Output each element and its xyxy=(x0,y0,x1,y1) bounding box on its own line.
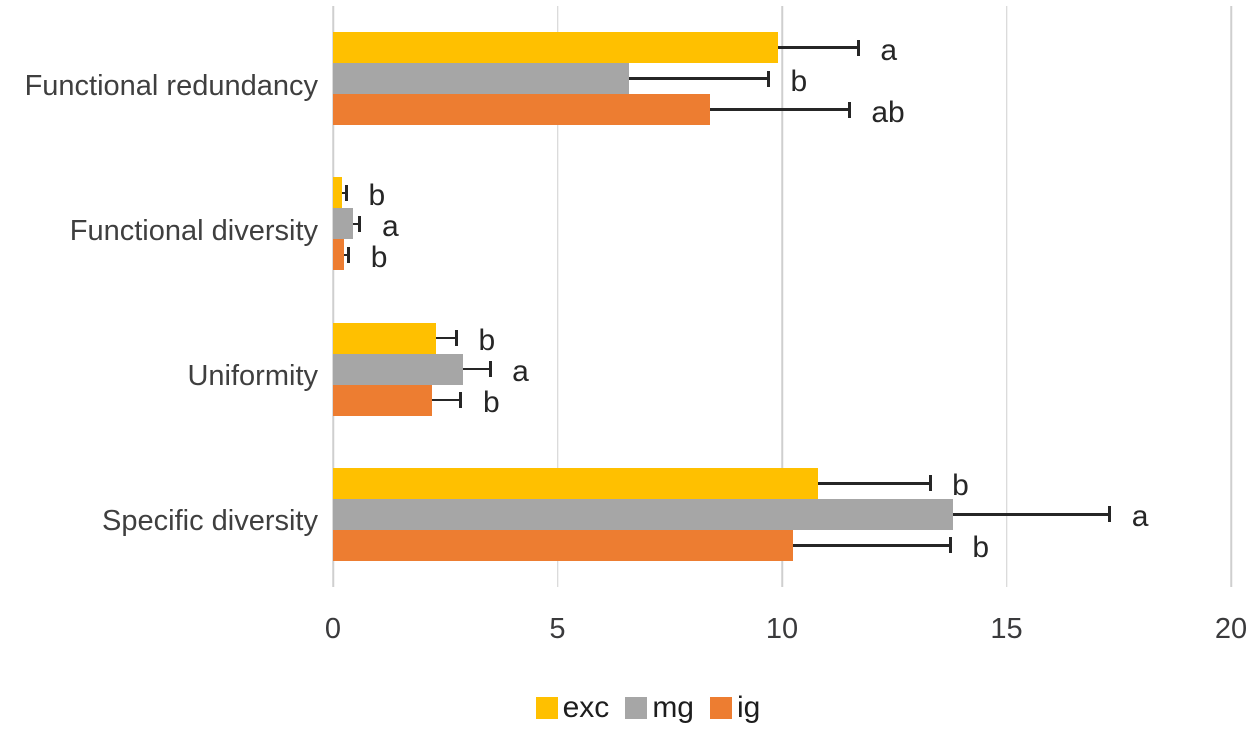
error-bar-cap-ig-category-2 xyxy=(459,392,463,409)
significance-letter: b xyxy=(482,386,500,420)
bar-exc-category-3 xyxy=(333,467,818,499)
legend-label-exc: exc xyxy=(562,691,610,724)
error-bar-exc-category-1 xyxy=(341,191,347,195)
error-bar-mg-category-1 xyxy=(353,222,360,226)
legend-item-mg: mg xyxy=(625,692,694,724)
bar-mg-category-2 xyxy=(333,353,464,385)
error-bar-ig-category-1 xyxy=(344,253,349,257)
category-label-3: Specific diversity xyxy=(102,505,318,538)
legend-swatch-exc xyxy=(535,697,558,719)
gridline-20 xyxy=(1230,6,1232,587)
error-bar-cap-ig-category-3 xyxy=(948,537,952,554)
error-bar-cap-exc-category-0 xyxy=(856,39,860,56)
legend-swatch-mg xyxy=(625,697,648,719)
bar-ig-category-3 xyxy=(333,529,794,561)
significance-letter: b xyxy=(368,178,386,212)
bar-exc-category-2 xyxy=(333,322,437,354)
x-tick-label-5: 5 xyxy=(549,613,566,645)
x-tick-label-10: 10 xyxy=(765,613,799,645)
bar-ig-category-0 xyxy=(333,94,711,126)
plot-area: a b ab b a b b a b b a b xyxy=(332,6,1232,587)
category-label-1: Functional diversity xyxy=(69,214,318,247)
legend: exc mg ig xyxy=(46,692,1250,724)
significance-letter: ab xyxy=(871,95,905,129)
bar-ig-category-1 xyxy=(333,239,345,271)
error-bar-ig-category-2 xyxy=(431,398,461,402)
error-bar-cap-mg-category-1 xyxy=(358,215,362,232)
error-bar-ig-category-3 xyxy=(793,544,951,547)
error-bar-cap-mg-category-0 xyxy=(767,70,771,87)
bar-mg-category-3 xyxy=(333,498,953,530)
gridline-15 xyxy=(1005,6,1008,587)
error-bar-cap-ig-category-1 xyxy=(347,246,351,263)
bar-mg-category-1 xyxy=(333,208,354,240)
bar-exc-category-0 xyxy=(333,32,778,64)
bar-mg-category-0 xyxy=(333,63,630,95)
x-tick-label-20: 20 xyxy=(1214,613,1248,645)
gridline-5 xyxy=(556,6,559,587)
bar-ig-category-2 xyxy=(333,384,432,416)
significance-letter: b xyxy=(370,240,388,274)
significance-letter: a xyxy=(1131,500,1149,534)
gridline-0 xyxy=(332,6,334,587)
legend-label-mg: mg xyxy=(652,691,694,724)
error-bar-exc-category-2 xyxy=(436,336,457,340)
category-label-2: Uniformity xyxy=(187,360,318,393)
error-bar-cap-mg-category-3 xyxy=(1108,506,1112,523)
bar-exc-category-1 xyxy=(333,177,342,209)
error-bar-cap-mg-category-2 xyxy=(488,361,492,378)
error-bar-cap-exc-category-3 xyxy=(928,475,932,492)
x-tick-label-15: 15 xyxy=(990,613,1023,645)
error-bar-cap-ig-category-0 xyxy=(847,101,851,118)
significance-letter: b xyxy=(972,531,990,565)
error-bar-cap-exc-category-1 xyxy=(344,184,348,201)
error-bar-cap-exc-category-2 xyxy=(454,330,458,347)
legend-label-ig: ig xyxy=(737,691,761,724)
legend-item-exc: exc xyxy=(535,691,610,724)
significance-letter: a xyxy=(880,33,898,67)
significance-letter: b xyxy=(952,469,969,503)
significance-letter: a xyxy=(381,209,399,243)
error-bar-exc-category-0 xyxy=(777,46,859,49)
error-bar-mg-category-3 xyxy=(952,513,1110,516)
error-bar-ig-category-0 xyxy=(710,108,850,111)
legend-item-ig: ig xyxy=(710,692,760,724)
significance-letter: a xyxy=(512,355,529,389)
error-bar-mg-category-2 xyxy=(463,367,491,371)
error-bar-exc-category-3 xyxy=(817,482,931,485)
error-bar-mg-category-0 xyxy=(629,77,769,80)
category-label-0: Functional redundancy xyxy=(24,69,318,102)
significance-letter: b xyxy=(478,324,496,358)
legend-swatch-ig xyxy=(710,697,732,719)
x-tick-label-0: 0 xyxy=(324,613,342,645)
gridline-10 xyxy=(781,6,783,587)
significance-letter: b xyxy=(790,64,808,98)
